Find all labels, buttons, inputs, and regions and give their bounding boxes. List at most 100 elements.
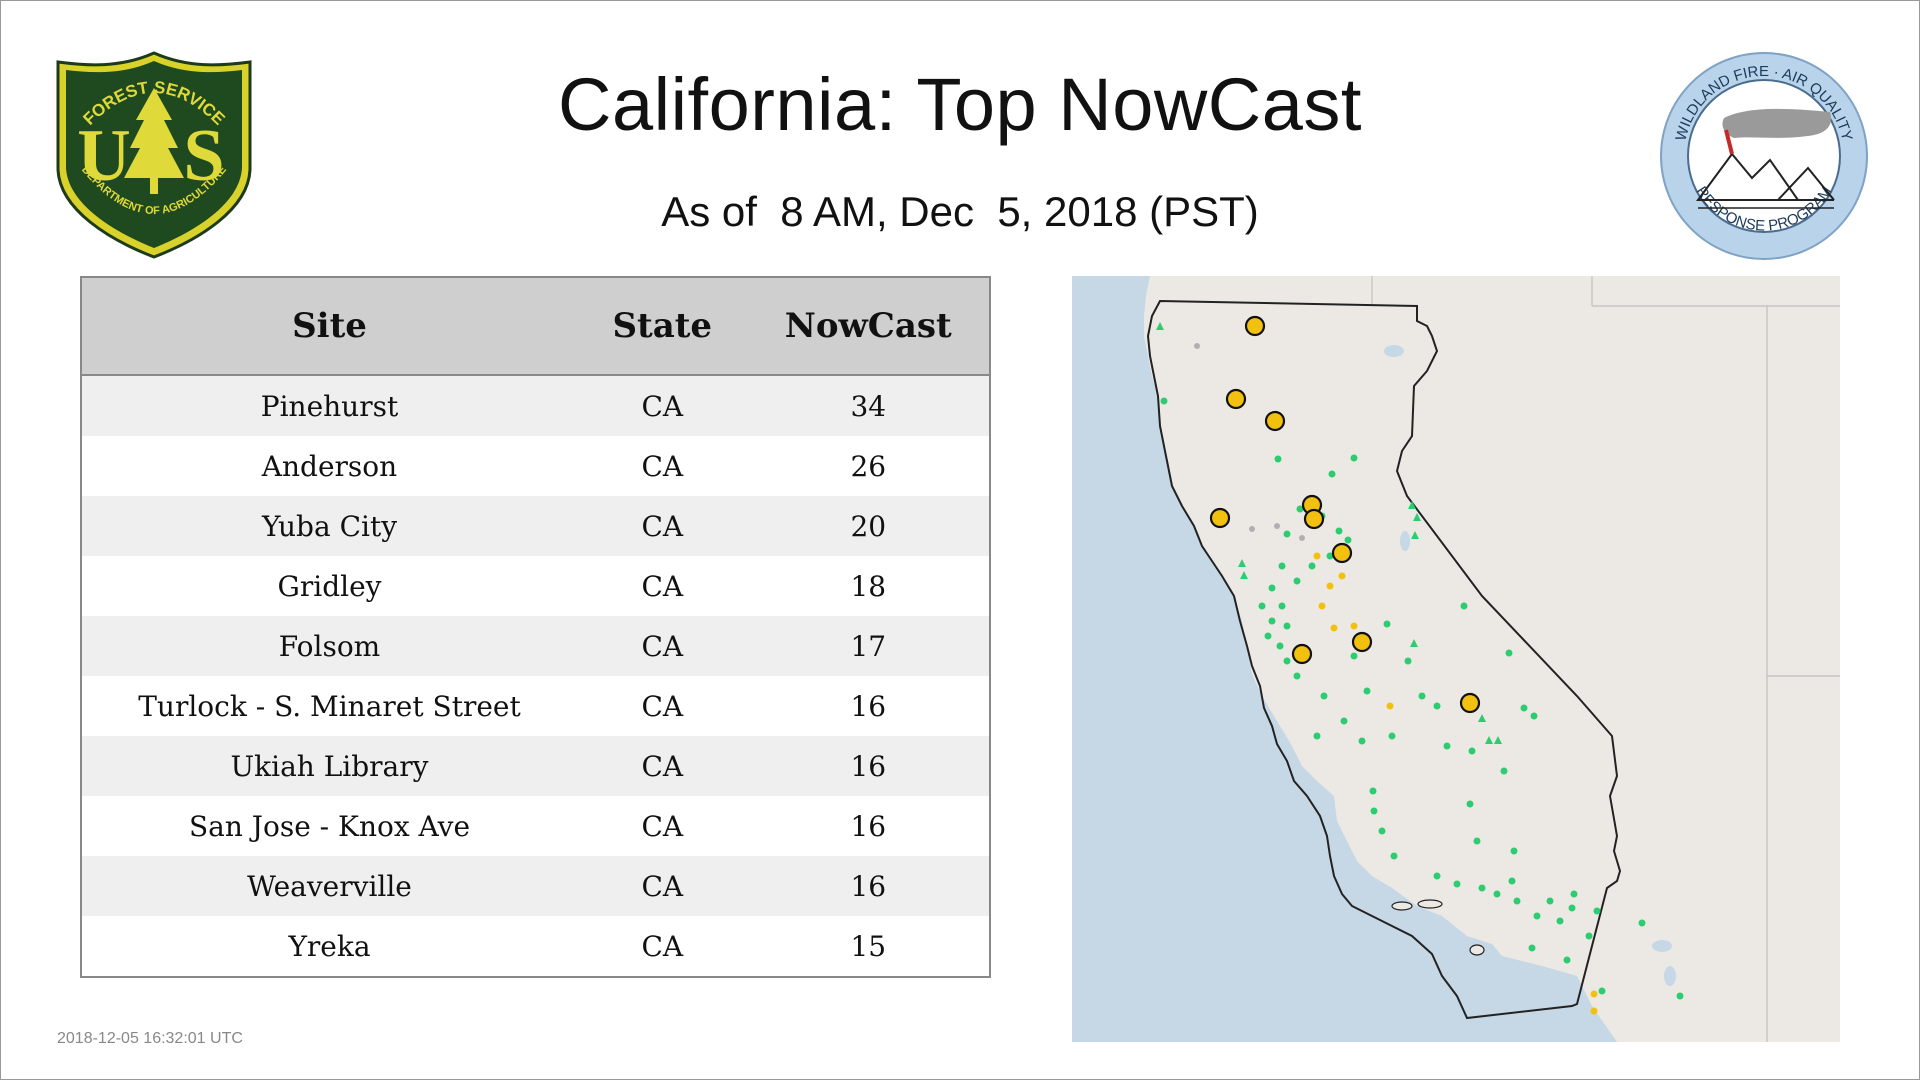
table-row: Folsom CA 17 xyxy=(82,616,989,676)
nowcast-table: Site State NowCast Pinehurst CA 34 Anderso… xyxy=(80,276,991,978)
state-cell: CA xyxy=(577,856,748,916)
site-cell: Gridley xyxy=(82,556,577,616)
monitor-good xyxy=(1520,704,1528,712)
monitor-good xyxy=(1570,890,1578,898)
monitor-good xyxy=(1528,944,1536,952)
monitor-good-triangle xyxy=(1478,714,1486,722)
monitor-nodata xyxy=(1194,343,1200,349)
table-row: Weaverville CA 16 xyxy=(82,856,989,916)
top-site-marker xyxy=(1225,388,1247,410)
monitor-good xyxy=(1344,536,1352,544)
monitor-good xyxy=(1313,732,1321,740)
nowcast-cell: 26 xyxy=(747,436,989,496)
monitor-good-triangle xyxy=(1410,639,1418,647)
page-subtitle: As of 8 AM, Dec 5, 2018 (PST) xyxy=(661,188,1259,235)
monitor-good xyxy=(1278,602,1286,610)
monitor-good xyxy=(1505,649,1513,657)
monitor-good xyxy=(1283,530,1291,538)
wildland-fire-logo: WILDLAND FIRE · AIR QUALITY RESPONSE PRO… xyxy=(1660,52,1868,260)
site-cell: Yreka xyxy=(82,916,577,976)
monitor-good xyxy=(1556,917,1564,925)
monitor-good xyxy=(1358,737,1366,745)
monitor-nodata xyxy=(1249,526,1255,532)
monitor-good xyxy=(1593,907,1601,915)
state-cell: CA xyxy=(577,676,748,736)
monitor-good xyxy=(1383,620,1391,628)
monitor-nodata xyxy=(1274,523,1280,529)
column-header-site: Site xyxy=(82,278,577,376)
monitor-good xyxy=(1568,904,1576,912)
monitor-good xyxy=(1335,527,1343,535)
monitor-good xyxy=(1418,692,1426,700)
monitor-good-triangle xyxy=(1485,736,1493,744)
nowcast-cell: 16 xyxy=(747,736,989,796)
california-outline xyxy=(1146,299,1622,1020)
monitor-good xyxy=(1350,652,1358,660)
monitor-good xyxy=(1533,912,1541,920)
table-row: Ukiah Library CA 16 xyxy=(82,736,989,796)
monitor-good xyxy=(1433,872,1441,880)
monitor-good xyxy=(1468,747,1476,755)
monitor-good xyxy=(1264,632,1272,640)
site-cell: San Jose - Knox Ave xyxy=(82,796,577,856)
nowcast-cell: 16 xyxy=(747,856,989,916)
monitor-good xyxy=(1276,642,1284,650)
monitor-moderate xyxy=(1330,624,1338,632)
monitor-markers xyxy=(1156,315,1684,1015)
monitor-good-triangle xyxy=(1413,513,1421,521)
monitor-good-triangle xyxy=(1494,736,1502,744)
monitor-good xyxy=(1258,602,1266,610)
monitor-good xyxy=(1453,880,1461,888)
monitor-moderate xyxy=(1350,622,1358,630)
neighbor-state-lines xyxy=(1371,276,1840,1042)
top-site-marker xyxy=(1303,508,1325,530)
monitor-good xyxy=(1326,552,1334,560)
monitor-moderate xyxy=(1590,1007,1598,1015)
monitor-good xyxy=(1293,577,1301,585)
monitor-good xyxy=(1350,454,1358,462)
monitor-good xyxy=(1388,732,1396,740)
monitor-nodata xyxy=(1299,535,1305,541)
monitor-good-triangle xyxy=(1240,571,1248,579)
monitor-good xyxy=(1513,897,1521,905)
table-row: Gridley CA 18 xyxy=(82,556,989,616)
monitor-good xyxy=(1160,397,1168,405)
nowcast-cell: 17 xyxy=(747,616,989,676)
top-site-marker xyxy=(1351,631,1373,653)
state-cell: CA xyxy=(577,375,748,436)
table-row: Anderson CA 26 xyxy=(82,436,989,496)
monitor-good xyxy=(1328,470,1336,478)
monitor-good xyxy=(1283,622,1291,630)
site-cell: Pinehurst xyxy=(82,375,577,436)
state-cell: CA xyxy=(577,496,748,556)
site-cell: Ukiah Library xyxy=(82,736,577,796)
monitor-good xyxy=(1340,717,1348,725)
nowcast-cell: 18 xyxy=(747,556,989,616)
lake xyxy=(1384,345,1404,357)
land xyxy=(1144,276,1840,1042)
monitor-good xyxy=(1369,787,1377,795)
monitor-good xyxy=(1308,562,1316,570)
monitor-good xyxy=(1404,657,1412,665)
monitor-good xyxy=(1585,932,1593,940)
table-row: San Jose - Knox Ave CA 16 xyxy=(82,796,989,856)
column-header-state: State xyxy=(577,278,748,376)
monitor-good xyxy=(1268,584,1276,592)
monitor-good-triangle xyxy=(1411,531,1419,539)
lake xyxy=(1664,966,1676,986)
top-site-marker xyxy=(1264,410,1286,432)
monitor-moderate xyxy=(1318,602,1326,610)
monitor-good xyxy=(1466,800,1474,808)
site-cell: Turlock - S. Minaret Street xyxy=(82,676,577,736)
state-cell: CA xyxy=(577,736,748,796)
monitor-good xyxy=(1378,827,1386,835)
monitor-good-triangle xyxy=(1408,501,1416,509)
monitor-good xyxy=(1293,672,1301,680)
monitor-good xyxy=(1274,455,1282,463)
table-row: Turlock - S. Minaret Street CA 16 xyxy=(82,676,989,736)
monitor-good xyxy=(1460,602,1468,610)
california-map xyxy=(1072,276,1840,1042)
site-cell: Folsom xyxy=(82,616,577,676)
monitor-good xyxy=(1563,956,1571,964)
top-site-marker xyxy=(1459,692,1481,714)
